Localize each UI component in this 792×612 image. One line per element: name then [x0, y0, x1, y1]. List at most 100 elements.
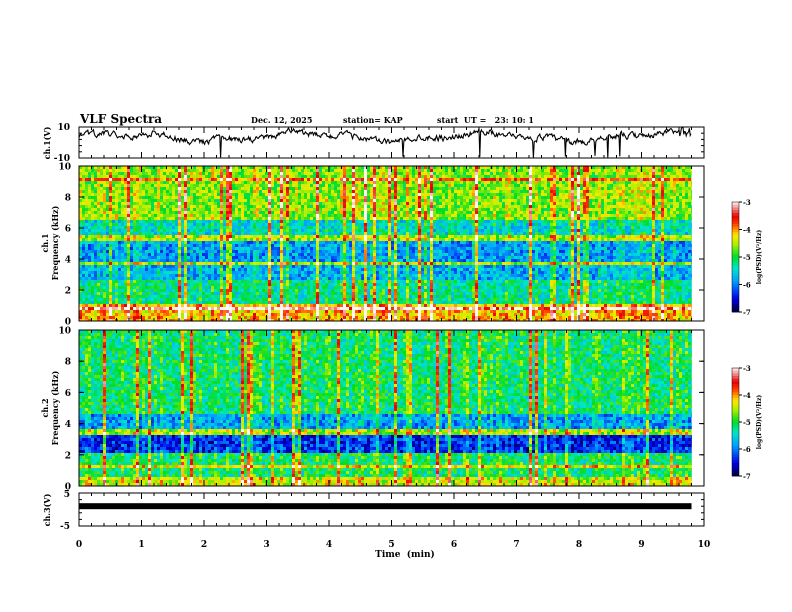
spectrogram-cell	[109, 193, 112, 196]
spectrogram-cell	[580, 226, 583, 229]
spectrogram-cell	[649, 178, 652, 181]
spectrogram-cell	[547, 199, 550, 202]
spectrogram-cell	[502, 208, 505, 211]
spectrogram-cell	[139, 199, 142, 202]
spectrogram-cell	[334, 184, 337, 187]
spectrogram-cell	[460, 202, 463, 205]
spectrogram-cell	[130, 211, 133, 214]
spectrogram-cell	[91, 205, 94, 208]
spectrogram-cell	[598, 208, 601, 211]
spectrogram-cell	[184, 193, 187, 196]
spectrogram-cell	[274, 172, 277, 175]
spectrogram-cell	[103, 208, 106, 211]
spectrogram-cell	[127, 193, 130, 196]
spectrogram-cell	[307, 217, 310, 220]
spectrogram-cell	[619, 214, 622, 217]
spectrogram-cell	[685, 229, 688, 232]
spectrogram-cell	[301, 220, 304, 223]
spectrogram-cell	[670, 208, 673, 211]
spectrogram-cell	[631, 184, 634, 187]
spectrogram-cell	[100, 190, 103, 193]
spectrogram-cell	[178, 223, 181, 226]
spectrogram-cell	[517, 169, 520, 172]
spectrogram-cell	[568, 217, 571, 220]
spectrogram-cell	[604, 169, 607, 172]
spectrogram-cell	[370, 208, 373, 211]
spectrogram-cell	[655, 199, 658, 202]
spectrogram-cell	[682, 172, 685, 175]
spectrogram-cell	[478, 211, 481, 214]
spectrogram-cell	[454, 184, 457, 187]
spectrogram-cell	[688, 223, 691, 226]
spectrogram-cell	[346, 181, 349, 184]
spectrogram-cell	[190, 229, 193, 232]
spectrogram-cell	[457, 223, 460, 226]
spectrogram-cell	[97, 214, 100, 217]
spectrogram-cell	[448, 232, 451, 235]
spectrogram-cell	[625, 175, 628, 178]
spectrogram-cell	[610, 184, 613, 187]
spectrogram-cell	[184, 211, 187, 214]
ch1-waveform-panel: 10 -10 ch.1(V)	[42, 123, 704, 164]
spectrogram-cell	[628, 169, 631, 172]
spectrogram-cell	[295, 235, 298, 238]
spectrogram-cell	[163, 208, 166, 211]
spectrogram-cell	[658, 199, 661, 202]
spectrogram-cell	[604, 229, 607, 232]
spectrogram-cell	[379, 169, 382, 172]
spectrogram-cell	[130, 187, 133, 190]
spectrogram-cell	[448, 178, 451, 181]
spectrogram-cell	[466, 226, 469, 229]
spectrogram-cell	[676, 217, 679, 220]
spectrogram-cell	[253, 169, 256, 172]
spectrogram-cell	[412, 187, 415, 190]
spectrogram-cell	[658, 223, 661, 226]
spectrogram-cell	[91, 211, 94, 214]
spectrogram-cell	[574, 199, 577, 202]
spectrogram-cell	[502, 235, 505, 238]
spectrogram-cell	[106, 226, 109, 229]
spectrogram-cell	[172, 172, 175, 175]
spectrogram-cell	[556, 172, 559, 175]
spectrogram-cell	[460, 172, 463, 175]
spectrogram-cell	[652, 187, 655, 190]
spectrogram-cell	[412, 214, 415, 217]
spectrogram-cell	[106, 181, 109, 184]
spectrogram-cell	[448, 187, 451, 190]
spectrogram-cell	[190, 214, 193, 217]
spectrogram-cell	[160, 214, 163, 217]
spectrogram-cell	[493, 232, 496, 235]
spectrogram-cell	[664, 172, 667, 175]
spectrogram-cell	[418, 193, 421, 196]
spectrogram-cell	[253, 181, 256, 184]
spectrogram-cell	[334, 217, 337, 220]
spectrogram-cell	[307, 211, 310, 214]
spectrogram-cell	[403, 217, 406, 220]
spectrogram-cell	[631, 232, 634, 235]
spectrogram-cell	[196, 223, 199, 226]
spectrogram-cell	[283, 208, 286, 211]
spectrogram-cell	[508, 199, 511, 202]
spectrogram-cell	[367, 220, 370, 223]
spectrogram-cell	[226, 196, 229, 199]
spectrogram-cell	[592, 190, 595, 193]
spectrogram-cell	[571, 217, 574, 220]
spectrogram-cell	[604, 223, 607, 226]
spectrogram-cell	[565, 181, 568, 184]
spectrogram-cell	[466, 208, 469, 211]
spectrogram-cell	[649, 211, 652, 214]
spectrogram-cell	[487, 223, 490, 226]
spectrogram-cell	[355, 205, 358, 208]
spectrogram-cell	[544, 229, 547, 232]
spectrogram-cell	[625, 205, 628, 208]
spectrogram-cell	[526, 169, 529, 172]
spectrogram-cell	[127, 217, 130, 220]
spectrogram-cell	[691, 223, 692, 226]
spectrogram-cell	[472, 190, 475, 193]
spectrogram-cell	[475, 193, 478, 196]
spectrogram-cell	[115, 187, 118, 190]
spectrogram-cell	[679, 232, 682, 235]
spectrogram-cell	[400, 211, 403, 214]
spectrogram-cell	[271, 181, 274, 184]
spectrogram-cell	[322, 235, 325, 238]
